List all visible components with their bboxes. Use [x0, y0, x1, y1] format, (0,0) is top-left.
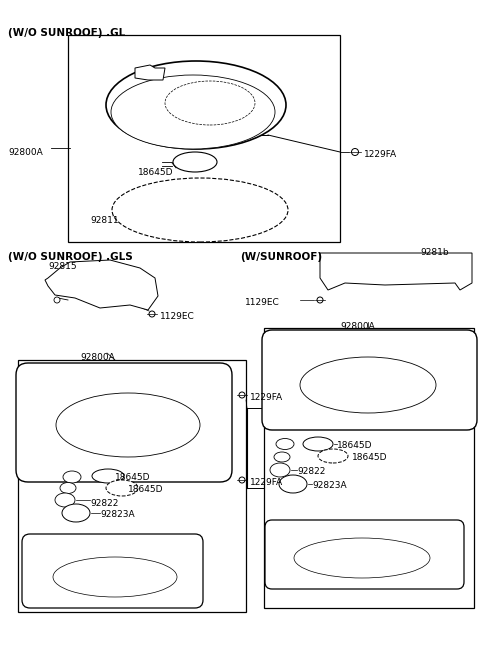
- Text: 1129EC: 1129EC: [245, 298, 280, 307]
- Ellipse shape: [270, 463, 290, 477]
- Bar: [360, 257, 380, 269]
- Ellipse shape: [165, 81, 255, 125]
- Ellipse shape: [62, 504, 90, 522]
- Text: 18645D: 18645D: [138, 168, 173, 177]
- FancyBboxPatch shape: [22, 534, 203, 608]
- Text: 92823A: 92823A: [312, 481, 347, 490]
- Ellipse shape: [112, 178, 288, 242]
- Ellipse shape: [106, 480, 138, 496]
- Bar: [18, 360, 246, 612]
- Text: 1229FA: 1229FA: [250, 478, 283, 487]
- Bar: [435, 260, 455, 270]
- Ellipse shape: [173, 152, 217, 172]
- Ellipse shape: [114, 180, 286, 240]
- Ellipse shape: [55, 493, 75, 507]
- Ellipse shape: [60, 482, 76, 493]
- Polygon shape: [135, 65, 165, 80]
- Text: 92822: 92822: [90, 499, 119, 508]
- Bar: [22, 395, 32, 420]
- Circle shape: [239, 477, 245, 483]
- Bar: [330, 257, 350, 269]
- Circle shape: [351, 148, 359, 156]
- Circle shape: [317, 297, 323, 303]
- Text: 1229FA: 1229FA: [364, 150, 397, 159]
- Bar: [465, 360, 473, 388]
- Ellipse shape: [56, 393, 200, 457]
- Text: (W/SUNROOF): (W/SUNROOF): [240, 252, 322, 262]
- Text: 9281b: 9281b: [420, 248, 449, 257]
- Ellipse shape: [300, 357, 436, 413]
- Text: 18645D: 18645D: [115, 473, 151, 482]
- Text: (W/O SUNROOF) .GLS: (W/O SUNROOF) .GLS: [8, 252, 133, 262]
- FancyBboxPatch shape: [16, 363, 232, 482]
- Text: 92822: 92822: [297, 467, 325, 476]
- Text: 92811: 92811: [90, 216, 119, 225]
- Bar: [22, 430, 32, 450]
- Bar: [215, 395, 225, 420]
- Text: 92815: 92815: [48, 262, 77, 271]
- Ellipse shape: [276, 438, 294, 449]
- Circle shape: [149, 311, 155, 317]
- Text: 18645D: 18645D: [128, 485, 164, 494]
- Polygon shape: [320, 253, 472, 290]
- Text: 1229FA: 1229FA: [250, 393, 283, 402]
- Text: 18645D: 18645D: [337, 441, 372, 450]
- FancyBboxPatch shape: [265, 520, 464, 589]
- Text: 18645D: 18645D: [352, 453, 387, 462]
- Ellipse shape: [294, 538, 430, 578]
- Ellipse shape: [274, 452, 290, 462]
- FancyBboxPatch shape: [262, 330, 477, 430]
- Polygon shape: [45, 260, 158, 310]
- Text: 92800A: 92800A: [80, 353, 115, 362]
- Circle shape: [239, 392, 245, 398]
- Circle shape: [54, 297, 60, 303]
- Ellipse shape: [92, 469, 124, 483]
- Bar: [263, 360, 275, 388]
- Ellipse shape: [318, 449, 348, 463]
- Text: 1129EC: 1129EC: [160, 312, 195, 321]
- Bar: [264, 328, 474, 608]
- Ellipse shape: [111, 75, 275, 149]
- Text: (W/O SUNROOF) .GL: (W/O SUNROOF) .GL: [8, 28, 125, 38]
- Bar: [263, 398, 275, 418]
- Ellipse shape: [53, 557, 177, 597]
- Text: 92800A: 92800A: [340, 322, 375, 331]
- Text: 92823A: 92823A: [100, 510, 134, 519]
- Text: 92800A: 92800A: [8, 148, 43, 157]
- Ellipse shape: [63, 471, 81, 483]
- Ellipse shape: [106, 61, 286, 149]
- Bar: [68, 35, 340, 242]
- Ellipse shape: [303, 437, 333, 451]
- Ellipse shape: [279, 475, 307, 493]
